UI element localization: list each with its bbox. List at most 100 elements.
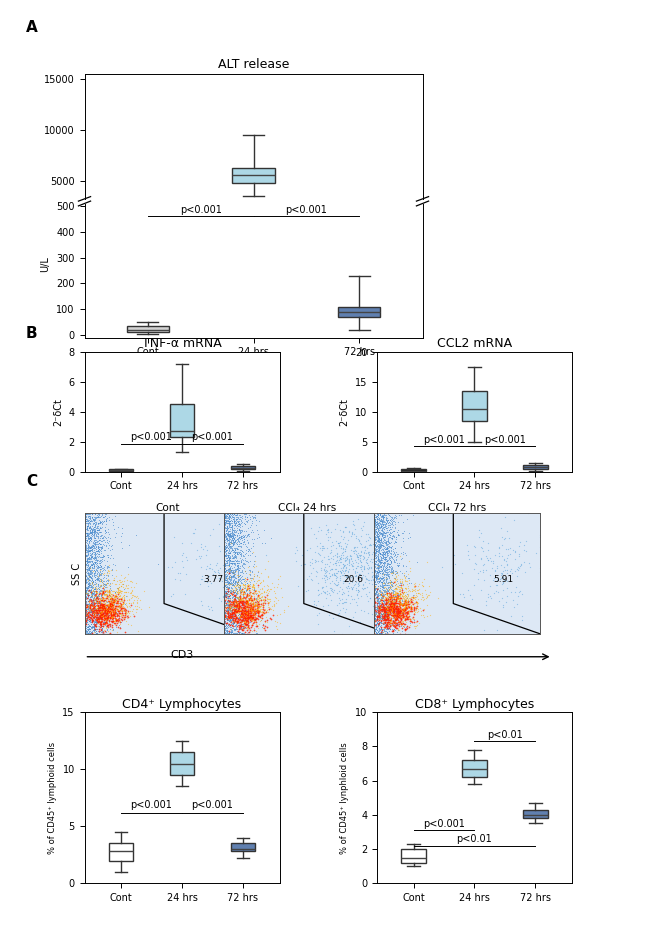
Point: [381, 605, 391, 620]
Point: [116, 591, 127, 606]
Point: [371, 543, 382, 558]
Point: [84, 622, 95, 636]
Point: [228, 597, 239, 611]
Point: [112, 590, 122, 605]
Point: [82, 521, 92, 536]
Point: [221, 606, 231, 621]
Point: [380, 564, 391, 579]
Point: [219, 569, 229, 584]
Point: [242, 605, 252, 620]
Point: [381, 602, 391, 617]
Point: [374, 541, 385, 556]
Point: [390, 574, 400, 588]
Point: [79, 509, 90, 524]
Point: [369, 625, 379, 640]
Point: [369, 515, 379, 530]
Point: [241, 593, 252, 608]
Point: [401, 597, 411, 611]
Point: [110, 592, 120, 607]
Point: [107, 608, 118, 623]
Point: [79, 508, 90, 523]
Point: [88, 578, 98, 593]
Point: [369, 585, 379, 599]
Point: [396, 608, 407, 623]
Point: [372, 608, 383, 623]
Point: [231, 610, 241, 625]
Point: [224, 600, 235, 615]
Point: [372, 549, 383, 564]
Point: [249, 590, 259, 605]
Point: [85, 570, 96, 585]
Point: [114, 582, 124, 597]
Point: [387, 587, 398, 602]
Point: [229, 526, 239, 541]
Point: [95, 602, 105, 617]
Point: [376, 598, 387, 613]
Point: [227, 571, 237, 586]
Point: [242, 590, 253, 605]
Point: [404, 602, 414, 617]
Point: [229, 511, 240, 525]
Point: [322, 552, 333, 567]
Point: [94, 597, 105, 611]
Point: [391, 585, 401, 599]
Point: [333, 553, 344, 568]
Point: [244, 590, 254, 605]
Point: [387, 592, 397, 607]
Point: [84, 598, 94, 613]
Point: [230, 608, 240, 623]
Point: [378, 590, 388, 605]
Point: [220, 598, 230, 612]
Point: [237, 542, 247, 557]
Point: [79, 619, 90, 634]
Point: [88, 556, 99, 571]
Point: [237, 564, 247, 579]
Point: [225, 596, 235, 611]
Point: [79, 597, 90, 611]
Point: [397, 581, 408, 596]
Point: [391, 586, 401, 600]
Point: [395, 591, 405, 606]
Point: [79, 543, 90, 558]
Point: [219, 524, 229, 539]
Point: [99, 586, 110, 600]
Point: [83, 508, 93, 523]
Point: [227, 519, 237, 534]
Point: [227, 577, 238, 592]
Point: [225, 509, 235, 524]
Point: [381, 594, 391, 609]
Point: [409, 578, 419, 593]
Point: [230, 612, 240, 627]
Point: [391, 545, 401, 560]
Point: [370, 620, 381, 635]
Point: [220, 617, 231, 632]
Point: [250, 591, 260, 606]
Point: [361, 571, 371, 586]
Point: [95, 610, 105, 625]
Point: [227, 625, 238, 640]
Point: [235, 608, 246, 623]
Point: [224, 610, 234, 624]
Point: [369, 620, 379, 635]
Point: [375, 566, 385, 581]
Point: [226, 536, 236, 550]
Point: [105, 604, 116, 619]
Point: [100, 523, 110, 537]
Point: [379, 519, 389, 534]
Point: [369, 532, 379, 547]
Point: [371, 619, 382, 634]
Point: [320, 526, 331, 541]
Point: [377, 591, 387, 606]
Point: [88, 598, 98, 613]
Point: [369, 574, 379, 588]
Point: [350, 561, 361, 575]
Point: [242, 610, 253, 625]
Point: [88, 610, 99, 624]
Point: [372, 598, 382, 612]
Point: [79, 622, 90, 636]
Point: [219, 512, 229, 527]
Point: [410, 582, 421, 597]
Point: [229, 614, 239, 629]
Point: [382, 604, 392, 619]
Point: [107, 609, 118, 623]
